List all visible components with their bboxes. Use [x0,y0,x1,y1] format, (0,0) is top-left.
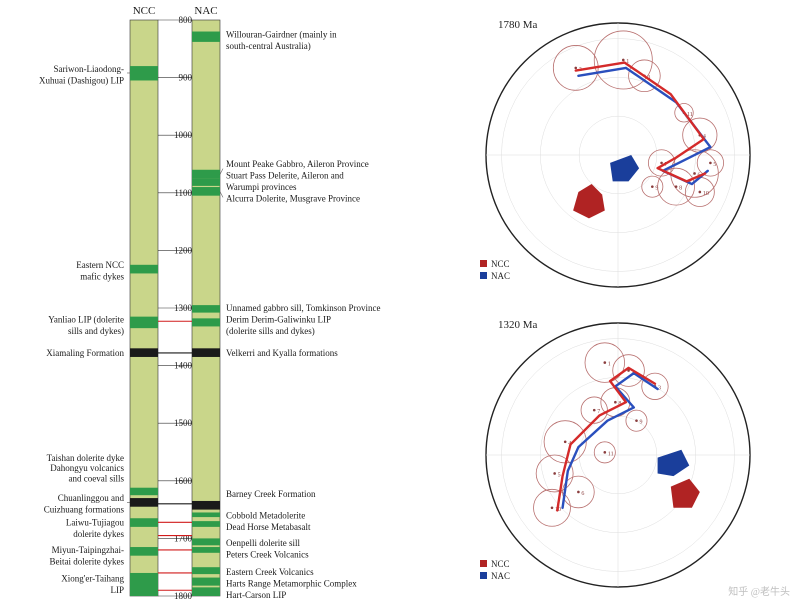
axis-tick: 800 [179,15,193,25]
axis-tick: 1100 [174,188,192,198]
left-label: Xiamaling Formation [46,348,124,358]
right-label: Stuart Pass Delerite, Aileron and [226,171,344,181]
eastern-ncc-mafic-band [130,265,158,274]
right-label: Derim Derim-Galiwinku LIP [226,315,331,325]
axis-tick: 900 [179,73,193,83]
xiamaling-band [130,348,158,357]
right-label: Mount Peake Gabbro, Aileron Province [226,159,369,169]
left-label: dolerite dykes [73,529,124,539]
eastern-creek-band [192,567,220,574]
svg-text:9: 9 [655,186,658,192]
nac-head: NAC [194,5,217,17]
svg-text:10: 10 [703,191,709,197]
svg-text:6: 6 [581,491,584,497]
svg-text:11: 11 [608,451,614,457]
apw-title: 1320 Ma [498,319,538,331]
axis-tick: 1400 [174,361,193,371]
left-label: Laiwu-Tujiagou [66,517,125,527]
right-label: Hart-Carson LIP [226,590,286,600]
left-label: Beitai dolerite dykes [50,556,125,566]
right-label: Dead Horse Metabasalt [226,522,311,532]
axis-tick: 1600 [174,476,193,486]
axis-tick: 1200 [174,245,193,255]
deadhorse-band [192,521,220,527]
left-label: Taishan dolerite dyke [47,453,124,463]
legend-ncc: NCC [491,559,510,569]
left-label: Yanliao LIP (dolerite [48,315,124,325]
apw-bottom: 1320 Ma1234567891011NCCNAC [458,310,778,605]
right-label: (dolerite sills and dykes) [226,326,315,336]
right-label: Eastern Creek Volcanics [226,567,314,577]
left-label: Cuizhuang formations [44,505,125,515]
right-label: Unnamed gabbro sill, Tomkinson Province [226,303,380,313]
apw-top: 1780 Ma1234567891011NCCNAC [458,10,778,305]
svg-text:9: 9 [639,420,642,426]
alcurra-band [192,187,220,196]
legend-nac: NAC [491,571,510,581]
svg-text:1: 1 [608,362,611,368]
left-label: Sariwon-Liaodong- [54,64,124,74]
velkerri-band [192,348,220,357]
right-label: Oenpelli dolerite sill [226,538,300,548]
right-label: Alcurra Dolerite, Musgrave Province [226,194,360,204]
cobbold-band [192,512,220,517]
chuanlinggou-band [130,498,158,507]
stratigraphic-chart: NCC NAC800 900 1000 1100 1200 1300 1400 1500 1600… [0,0,440,606]
ncc-head: NCC [133,5,156,17]
right-label: Barney Creek Formation [226,489,316,499]
right-label: Willouran-Gairdner (mainly in [226,29,337,39]
legend-nac: NAC [491,271,510,281]
right-label: Velkerri and Kyalla formations [226,348,338,358]
miyun-band [130,547,158,556]
left-label: Eastern NCC [76,260,124,270]
xionger-band [130,573,158,596]
svg-text:5: 5 [558,472,561,478]
oenpelli-band [192,538,220,545]
laiwu-tujiagou-band [130,518,158,527]
mount-peake-band [192,170,220,179]
left-label: Xuhuai (Dashigou) LIP [39,75,124,85]
left-label: Xiong'er-Taihang [61,574,124,584]
left-label: Dahongyu volcanics [50,463,124,473]
right-label: Cobbold Metadolerite [226,510,305,520]
left-label: mafic dykes [80,271,124,281]
axis-tick: 1300 [174,303,193,313]
apw-title: 1780 Ma [498,19,538,31]
peters-band [192,547,220,553]
right-label: Warumpi provinces [226,182,297,192]
left-label: LIP [111,585,125,595]
right-label: Harts Range Metamorphic Complex [226,578,357,588]
yanliao-lip-band [130,317,158,329]
left-label: sills and dykes) [68,326,124,336]
left-label: Chuanlinggou and [58,493,125,503]
left-label: Miyun-Taipingzhai- [52,545,124,555]
left-label: and coeval sills [69,473,125,483]
derim-band [192,318,220,326]
legend-ncc: NCC [491,259,510,269]
axis-tick: 1800 [174,591,193,601]
axis-tick: 1000 [174,130,193,140]
unnamed-gabbro-band [192,305,220,312]
right-label: Peters Creek Volcanics [226,550,309,560]
hart-carson-band [192,587,220,596]
right-label: south-central Australia) [226,41,311,51]
stuart-pass-band [192,178,220,185]
svg-text:8: 8 [679,186,682,192]
harts-band [192,578,220,586]
watermark: 知乎 @老牛头 [728,583,790,598]
taishan-band [130,488,158,495]
axis-tick: 1500 [174,418,193,428]
willouran-band [192,32,220,42]
axis-tick: 1700 [174,533,193,543]
sariwon-liaodong-band [130,66,158,80]
barney-band [192,501,220,510]
